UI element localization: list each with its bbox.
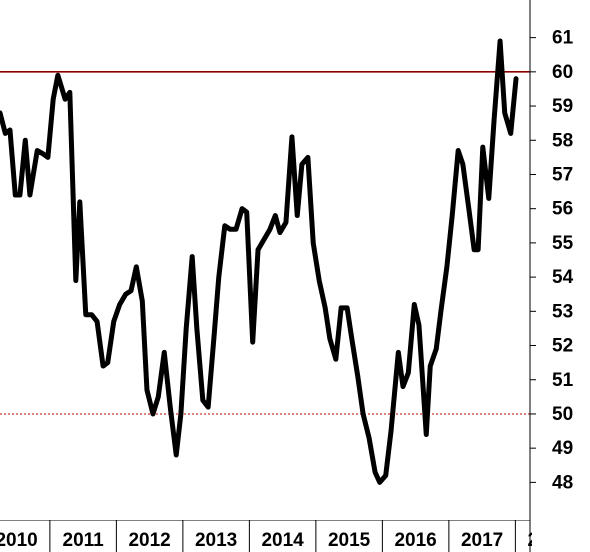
y-tick-label: 48 [552,472,573,493]
x-tick-label: 2010 [0,530,38,551]
y-tick-label: 51 [552,370,574,391]
y-tick-label: 61 [552,28,574,49]
x-tick-label: 2017 [461,530,503,551]
y-tick-label: 60 [552,62,573,83]
y-tick-label: 49 [552,438,573,459]
y-tick-label: 57 [552,164,573,185]
x-tick-label: 2011 [63,530,105,551]
y-tick-label: 59 [552,96,573,117]
y-tick-label: 58 [552,130,573,151]
y-tick-label: 50 [552,404,573,425]
x-axis: 201020112012201320142015201620172018 [0,520,532,552]
data-line [0,38,519,485]
x-tick-label: 2013 [195,530,237,551]
x-tick-label: 2015 [328,530,371,551]
y-tick-label: 55 [552,233,574,254]
y-axis: 48 49 50 51 52 53 54 55 56 57 58 59 60 61 [529,0,574,552]
y-tick-label: 54 [552,267,574,288]
x-tick-label: 2012 [128,530,170,551]
y-tick-label: 53 [552,301,573,322]
x-tick-label: 2016 [394,530,436,551]
y-tick-label: 56 [552,199,573,220]
y-tick-label: 52 [552,336,573,357]
plot-area [0,38,530,485]
x-tick-label: 2014 [261,530,304,551]
